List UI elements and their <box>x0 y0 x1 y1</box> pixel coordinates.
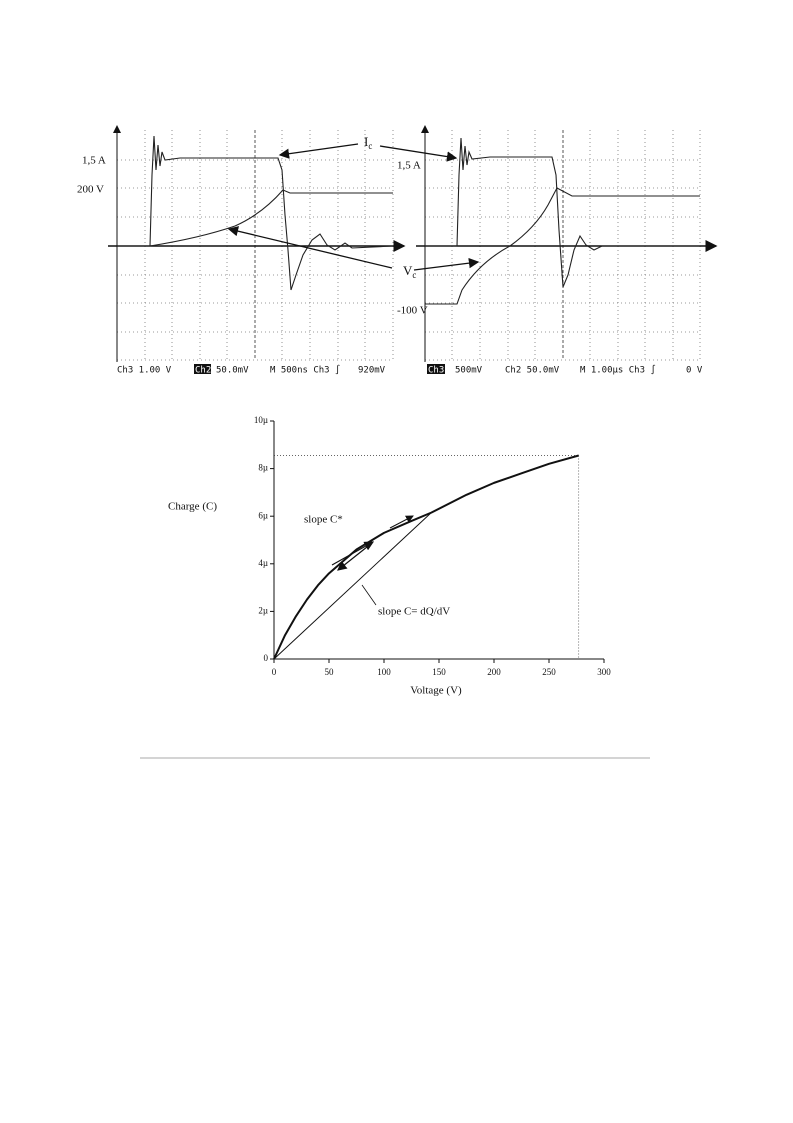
x-tick-label: 100 <box>377 667 391 677</box>
scope-footer: Ch2 <box>195 366 211 376</box>
y-tick-label: 0 <box>264 653 269 663</box>
current-trace <box>425 137 700 288</box>
x-tick-label: 50 <box>325 667 335 677</box>
y-tick-label: 4µ <box>258 558 268 568</box>
current-label: Ic <box>364 134 372 151</box>
channel-box <box>427 364 445 374</box>
scope-footer: M 1.00µs Ch3 ∫ <box>580 365 656 376</box>
channel-box <box>194 364 211 374</box>
scope-footer: 0 V <box>686 366 703 376</box>
x-tick-label: 250 <box>542 667 556 677</box>
x-tick-label: 150 <box>432 667 446 677</box>
arrow <box>227 226 393 269</box>
x-tick-label: 300 <box>597 667 611 677</box>
voltage-trace <box>149 189 393 247</box>
charge-voltage-chart: Charge (C) Voltage (V) slope C* slope C=… <box>140 415 650 759</box>
arrow <box>337 542 373 571</box>
scope-footer: Ch2 50.0mV <box>505 366 560 376</box>
arrow <box>413 257 480 271</box>
secant-line <box>273 512 432 660</box>
charge-curve <box>273 454 579 660</box>
x-axis-label: Voltage (V) <box>410 685 462 697</box>
annotation: slope C= dQ/dV <box>378 606 450 618</box>
y-tick-label: 6µ <box>258 510 268 520</box>
x-tick-label: 0 <box>272 667 277 677</box>
annotation: slope C* <box>304 514 343 526</box>
level-label: -100 V <box>397 305 428 317</box>
y-tick-label: 10µ <box>254 415 268 425</box>
x-tick-label: 200 <box>487 667 501 677</box>
scope-left: 1,5 A 200 V Ch3 1.00 V Ch2 50.0mV M 500n… <box>77 125 406 376</box>
scope-footer: 920mV <box>358 366 386 376</box>
leader-line <box>361 584 377 606</box>
scope-footer: 500mV <box>455 366 483 376</box>
voltage-trace <box>425 187 700 305</box>
y-axis-label: Charge (C) <box>168 501 217 513</box>
y-tick-label: 8µ <box>258 463 268 473</box>
scope-footer: 50.0mV <box>216 366 249 376</box>
scope-footer: M 500ns Ch3 ∫ <box>270 365 340 376</box>
current-trace <box>117 135 394 291</box>
level-label: 1,5 A <box>397 160 421 172</box>
arrow <box>389 515 414 529</box>
level-label: 200 V <box>77 184 104 196</box>
arrow <box>379 145 458 162</box>
oscilloscope-figure: 1,5 A 200 V Ch3 1.00 V Ch2 50.0mV M 500n… <box>77 125 718 376</box>
arrow <box>278 143 359 159</box>
voltage-label: Vc <box>403 263 416 280</box>
scope-right: 1,5 A -100 V Ch3 500mV Ch2 50.0mV M 1.00… <box>397 125 718 376</box>
level-label: 1,5 A <box>82 155 106 167</box>
scope-footer: Ch3 1.00 V <box>117 366 172 376</box>
y-tick-label: 2µ <box>258 605 268 615</box>
scope-footer: Ch3 <box>428 366 444 376</box>
